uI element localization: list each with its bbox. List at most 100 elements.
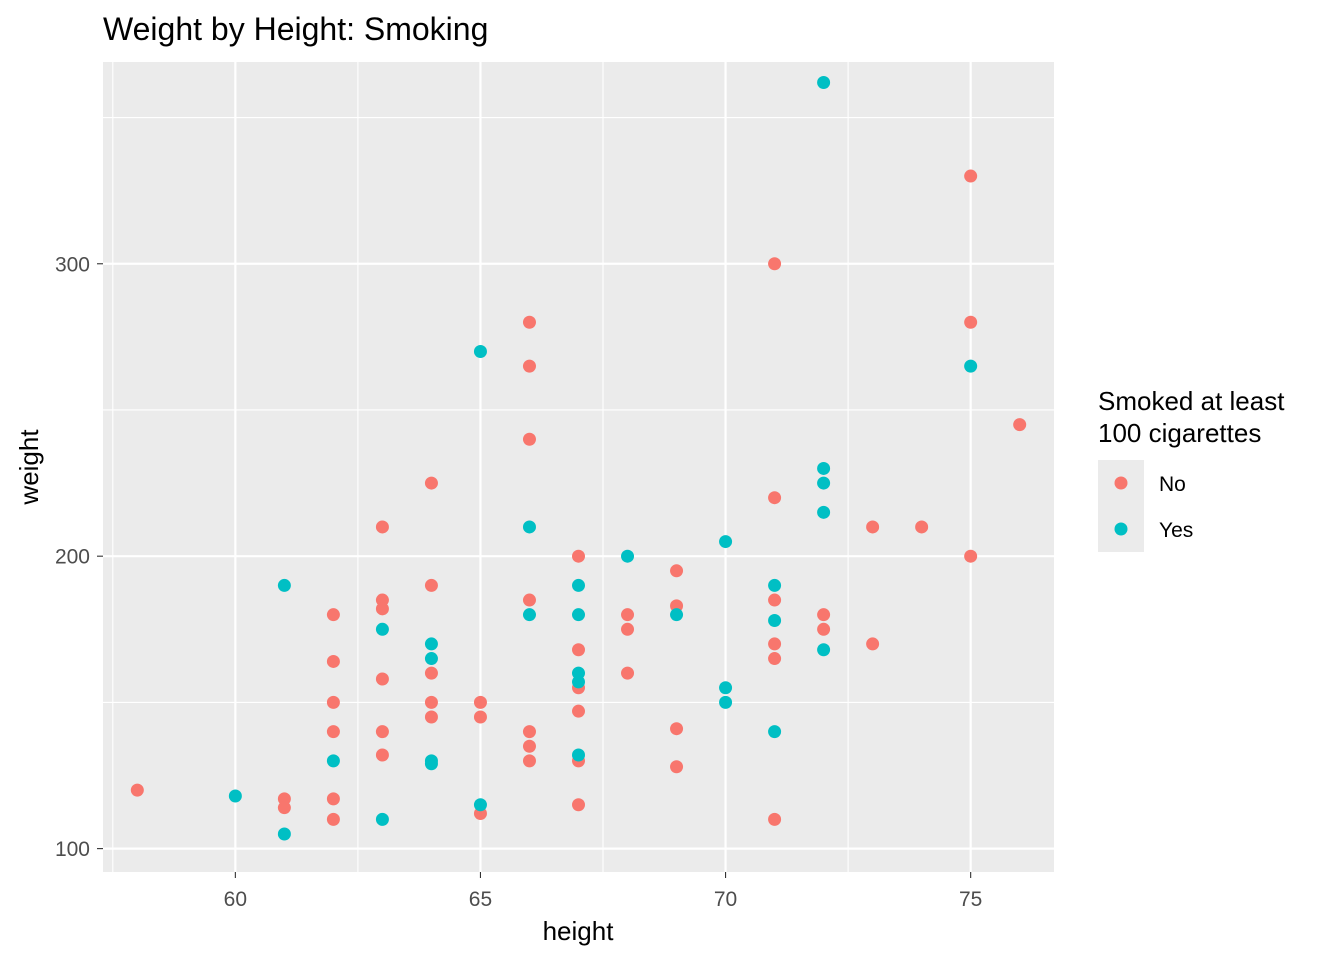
point-yes — [424, 652, 438, 666]
y-axis-ticks: 100 200 300 — [55, 253, 103, 861]
point-no — [375, 520, 389, 534]
point-no — [522, 754, 536, 768]
point-yes — [473, 344, 487, 358]
point-no — [424, 695, 438, 709]
point-yes — [817, 643, 831, 657]
point-no — [768, 257, 782, 271]
point-no — [866, 520, 880, 534]
point-no — [473, 695, 487, 709]
point-no — [522, 725, 536, 739]
point-no — [424, 666, 438, 680]
point-yes — [817, 476, 831, 490]
x-axis-title: height — [543, 916, 615, 946]
point-yes — [375, 622, 389, 636]
point-no — [326, 725, 340, 739]
point-no — [817, 608, 831, 622]
point-no — [621, 622, 635, 636]
point-no — [326, 654, 340, 668]
point-no — [277, 801, 291, 815]
point-no — [621, 666, 635, 680]
legend-label-yes: Yes — [1159, 519, 1193, 542]
point-yes — [424, 637, 438, 651]
y-tick-label: 300 — [55, 253, 90, 276]
point-yes — [522, 608, 536, 622]
point-yes — [719, 695, 733, 709]
point-yes — [768, 614, 782, 628]
point-no — [375, 748, 389, 762]
point-no — [130, 783, 144, 797]
point-no — [768, 637, 782, 651]
point-no — [522, 593, 536, 607]
point-yes — [719, 535, 733, 549]
legend-key-yes — [1114, 522, 1128, 536]
point-no — [522, 739, 536, 753]
point-yes — [768, 725, 782, 739]
point-no — [375, 725, 389, 739]
point-no — [424, 578, 438, 592]
point-yes — [817, 461, 831, 475]
x-tick-label: 65 — [469, 888, 492, 911]
point-yes — [522, 520, 536, 534]
point-no — [768, 491, 782, 505]
point-no — [572, 704, 585, 718]
legend-label-no: No — [1159, 473, 1186, 496]
x-tick-label: 75 — [959, 888, 982, 911]
point-yes — [719, 681, 733, 695]
point-no — [964, 549, 978, 563]
point-no — [326, 812, 340, 826]
point-yes — [572, 675, 585, 689]
point-yes — [817, 505, 831, 519]
point-no — [915, 520, 929, 534]
point-no — [866, 637, 880, 651]
y-tick-label: 200 — [55, 546, 90, 569]
point-no — [768, 652, 782, 666]
chart-title: Weight by Height: Smoking — [103, 11, 488, 47]
point-yes — [424, 757, 438, 771]
point-no — [670, 564, 684, 578]
point-no — [621, 608, 635, 622]
point-no — [326, 792, 340, 806]
y-axis-title: weight — [14, 429, 44, 506]
point-no — [768, 593, 782, 607]
point-yes — [621, 549, 635, 563]
point-no — [473, 710, 487, 724]
minor-gridlines — [103, 62, 1054, 872]
point-no — [964, 169, 978, 183]
point-yes — [572, 578, 585, 592]
point-no — [375, 602, 389, 616]
point-yes — [817, 75, 831, 89]
legend: Smoked at least 100 cigarettes No Yes — [1098, 386, 1285, 552]
y-tick-label: 100 — [55, 838, 90, 861]
point-yes — [228, 789, 242, 803]
point-yes — [964, 359, 978, 373]
point-no — [326, 695, 340, 709]
point-no — [572, 798, 585, 812]
point-yes — [326, 754, 340, 768]
legend-title-line-1: Smoked at least — [1098, 386, 1285, 416]
point-no — [964, 315, 978, 329]
point-no — [522, 432, 536, 446]
point-no — [572, 549, 585, 563]
major-gridlines — [103, 62, 1054, 872]
point-yes — [670, 608, 684, 622]
point-no — [522, 359, 536, 373]
point-no — [572, 643, 585, 657]
point-yes — [277, 827, 291, 841]
point-yes — [375, 812, 389, 826]
x-axis-ticks: 60 65 70 75 — [224, 872, 982, 911]
point-no — [424, 710, 438, 724]
point-no — [1013, 418, 1027, 432]
point-no — [768, 812, 782, 826]
point-yes — [572, 608, 585, 622]
point-yes — [768, 578, 782, 592]
plot-panel — [103, 62, 1054, 872]
data-points — [130, 75, 1027, 841]
point-yes — [572, 748, 585, 762]
point-no — [424, 476, 438, 490]
point-no — [817, 622, 831, 636]
legend-key-no — [1114, 476, 1128, 490]
x-tick-label: 70 — [714, 888, 737, 911]
point-no — [326, 608, 340, 622]
point-no — [670, 760, 684, 774]
